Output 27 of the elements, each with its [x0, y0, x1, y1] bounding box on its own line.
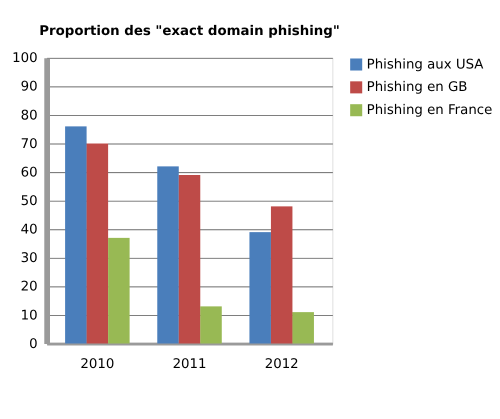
- bar: [292, 312, 314, 344]
- y-tick-label: 80: [20, 108, 38, 124]
- legend-label: Phishing en GB: [366, 80, 468, 96]
- y-tick-label: 0: [29, 336, 38, 352]
- legend-label: Phishing en France: [366, 103, 492, 118]
- bar: [200, 306, 222, 344]
- y-tick-label: 100: [12, 51, 38, 66]
- bar: [270, 206, 292, 344]
- bar: [108, 238, 130, 344]
- y-tick-label: 10: [20, 308, 38, 324]
- bar: [86, 144, 108, 344]
- bar: [65, 126, 87, 344]
- y-tick-label: 40: [20, 222, 38, 238]
- bar: [249, 232, 271, 344]
- y-tick-label: 50: [20, 194, 38, 209]
- y-tick-label: 60: [20, 165, 38, 180]
- x-tick-label: 2011: [172, 356, 206, 372]
- bar: [178, 174, 200, 344]
- chart-title: Proportion des "exact domain phishing": [39, 24, 340, 39]
- y-tick-label: 30: [20, 251, 38, 266]
- y-tick-label: 20: [20, 280, 38, 295]
- y-tick-label: 90: [20, 80, 38, 95]
- x-tick-label: 2012: [264, 356, 299, 372]
- bar: [157, 166, 179, 344]
- legend-label: Phishing aux USA: [366, 57, 484, 72]
- y-tick-label: 70: [20, 136, 38, 152]
- x-tick-label: 2010: [80, 356, 114, 372]
